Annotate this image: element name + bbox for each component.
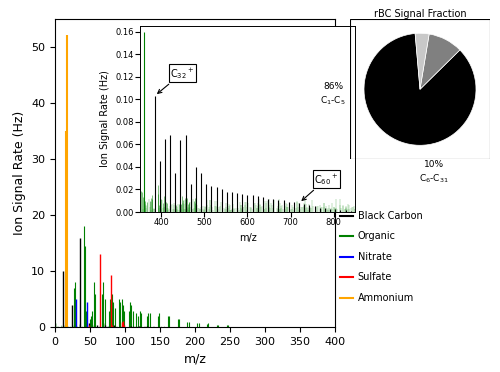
Text: Ammonium: Ammonium [358,293,414,302]
X-axis label: m/z: m/z [184,353,206,366]
Y-axis label: Ion Signal Rate (Hz): Ion Signal Rate (Hz) [12,111,26,235]
X-axis label: m/z: m/z [238,233,256,243]
Text: C$_{32}$$^+$: C$_{32}$$^+$ [158,66,194,93]
Text: 10%: 10% [424,160,444,169]
Wedge shape [420,34,460,89]
Text: C$_6$-C$_{31}$: C$_6$-C$_{31}$ [419,173,449,185]
Text: C$_1$-C$_5$: C$_1$-C$_5$ [320,94,346,107]
Text: 86%: 86% [323,82,344,91]
Wedge shape [364,33,476,145]
Text: Nitrate: Nitrate [358,252,392,262]
Y-axis label: Ion Signal Rate (Hz): Ion Signal Rate (Hz) [100,71,110,167]
Text: Black Carbon: Black Carbon [358,211,422,221]
Wedge shape [415,33,429,89]
Title: rBC Signal Fraction: rBC Signal Fraction [374,9,466,19]
Text: Organic: Organic [358,231,396,241]
Text: C$_{60}$$^+$: C$_{60}$$^+$ [302,171,339,201]
Text: Sulfate: Sulfate [358,272,392,282]
